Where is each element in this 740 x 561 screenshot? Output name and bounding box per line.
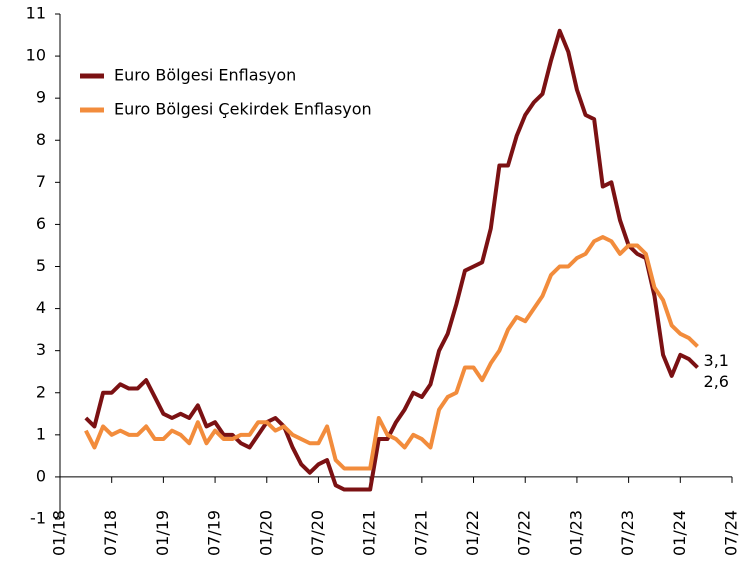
y-tick-label: 3 <box>36 340 46 359</box>
x-tick-label: 07/24 <box>722 510 740 556</box>
value-label: 2,6 <box>704 372 729 391</box>
y-tick-label: 10 <box>26 46 46 65</box>
x-tick-label: 07/19 <box>205 510 224 556</box>
y-tick-label: 4 <box>36 298 46 317</box>
y-tick-label: 1 <box>36 424 46 443</box>
y-tick-label: 8 <box>36 130 46 149</box>
value-label: 3,1 <box>704 351 729 370</box>
x-tick-label: 07/21 <box>411 510 430 556</box>
x-tick-label: 01/22 <box>463 510 482 556</box>
x-tick-label: 07/23 <box>618 510 637 556</box>
y-tick-label: 7 <box>36 172 46 191</box>
y-tick-label: 11 <box>26 4 46 23</box>
x-tick-label: 07/20 <box>308 510 327 556</box>
y-tick-label: 2 <box>36 382 46 401</box>
legend-label: Euro Bölgesi Çekirdek Enflasyon <box>114 100 372 119</box>
y-tick-label: 6 <box>36 214 46 233</box>
x-tick-label: 01/20 <box>256 510 275 556</box>
series-line <box>84 235 699 471</box>
x-tick-label: 01/18 <box>50 510 69 556</box>
y-tick-label: 9 <box>36 88 46 107</box>
x-tick-label: 01/24 <box>670 510 689 556</box>
x-tick-label: 01/21 <box>360 510 379 556</box>
x-tick-label: 07/22 <box>515 510 534 556</box>
y-tick-label: 0 <box>36 466 46 485</box>
x-tick-label: 01/23 <box>566 510 585 556</box>
x-tick-label: 07/18 <box>101 510 120 556</box>
x-tick-label: 01/19 <box>153 510 172 556</box>
series-line <box>84 28 699 492</box>
y-tick-label: -1 <box>30 509 46 528</box>
y-tick-label: 5 <box>36 256 46 275</box>
legend-label: Euro Bölgesi Enflasyon <box>114 66 296 85</box>
